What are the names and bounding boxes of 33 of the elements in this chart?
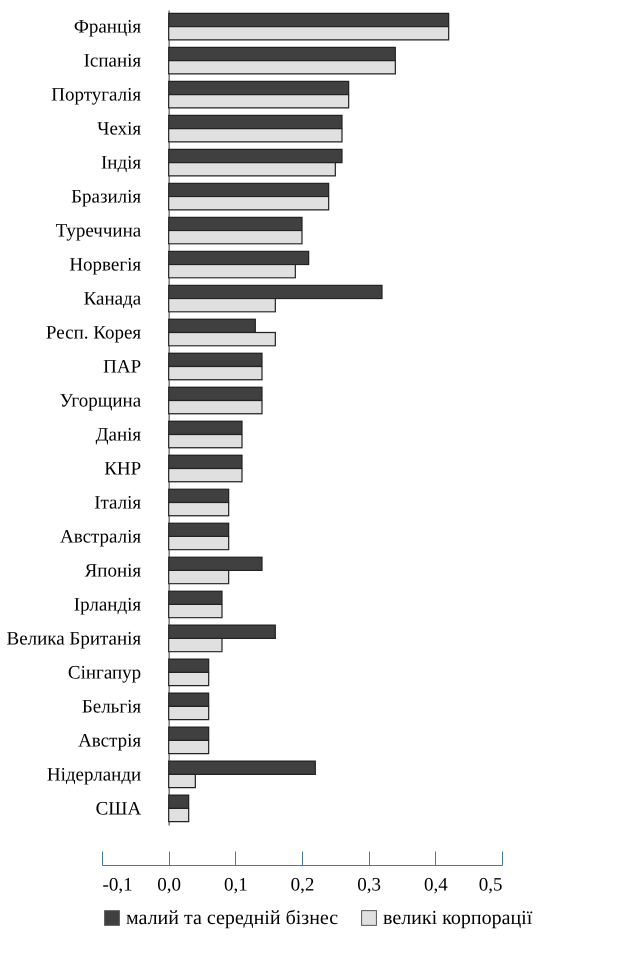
- y-tick-label: Австрія: [78, 730, 142, 752]
- x-tick-label: 0,0: [157, 874, 182, 896]
- y-tick-label: Ірландія: [74, 594, 142, 616]
- y-tick-label: Сінгапур: [68, 662, 142, 684]
- y-tick-label: Чехія: [97, 118, 142, 140]
- y-tick-label: Угорщина: [60, 390, 142, 412]
- legend-label: малий та середній бізнес: [126, 907, 338, 929]
- y-tick-label: Італія: [94, 492, 142, 514]
- y-tick-label: Бельгія: [82, 696, 142, 718]
- y-tick-label: Індія: [100, 152, 142, 174]
- x-tick-label: 0,2: [290, 874, 314, 896]
- y-tick-label: Нідерланди: [46, 764, 142, 786]
- x-tick-label: 0,5: [478, 874, 502, 896]
- y-tick-label: Франція: [74, 16, 142, 38]
- y-tick-label: Австралія: [60, 526, 142, 548]
- y-tick-label: Данія: [96, 424, 142, 446]
- x-tick-label: 0,3: [357, 874, 382, 896]
- y-tick-label: Канада: [84, 288, 142, 310]
- y-tick-label: Португалія: [51, 84, 142, 106]
- x-tick-label: 0,4: [424, 874, 448, 896]
- y-tick-label: Велика Британія: [6, 628, 142, 650]
- legend-label: великі корпорації: [383, 907, 533, 929]
- y-tick-label: США: [96, 798, 142, 820]
- x-tick-label: -0,1: [102, 874, 133, 896]
- y-tick-label: Туреччина: [56, 220, 142, 242]
- y-tick-label: Бразилія: [71, 186, 142, 208]
- y-tick-label: Норвегія: [69, 254, 142, 276]
- y-tick-label: Респ. Корея: [46, 322, 142, 344]
- x-tick-label: 0,1: [224, 874, 248, 896]
- y-tick-label: КНР: [104, 458, 142, 480]
- y-tick-label: Іспанія: [84, 50, 142, 72]
- y-tick-label: ПАР: [103, 356, 142, 378]
- y-tick-label: Японія: [84, 560, 142, 582]
